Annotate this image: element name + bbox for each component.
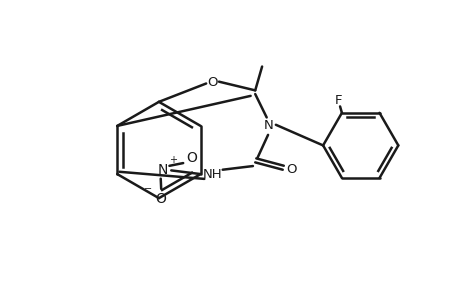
Text: N: N [263, 119, 273, 132]
Text: +: + [169, 155, 177, 165]
Text: O: O [286, 163, 297, 176]
Text: O: O [156, 192, 166, 206]
Text: F: F [334, 94, 341, 106]
Text: N: N [157, 164, 168, 177]
Text: −: − [144, 184, 152, 194]
Text: NH: NH [202, 168, 222, 181]
Text: O: O [207, 76, 218, 89]
Text: O: O [185, 151, 196, 165]
